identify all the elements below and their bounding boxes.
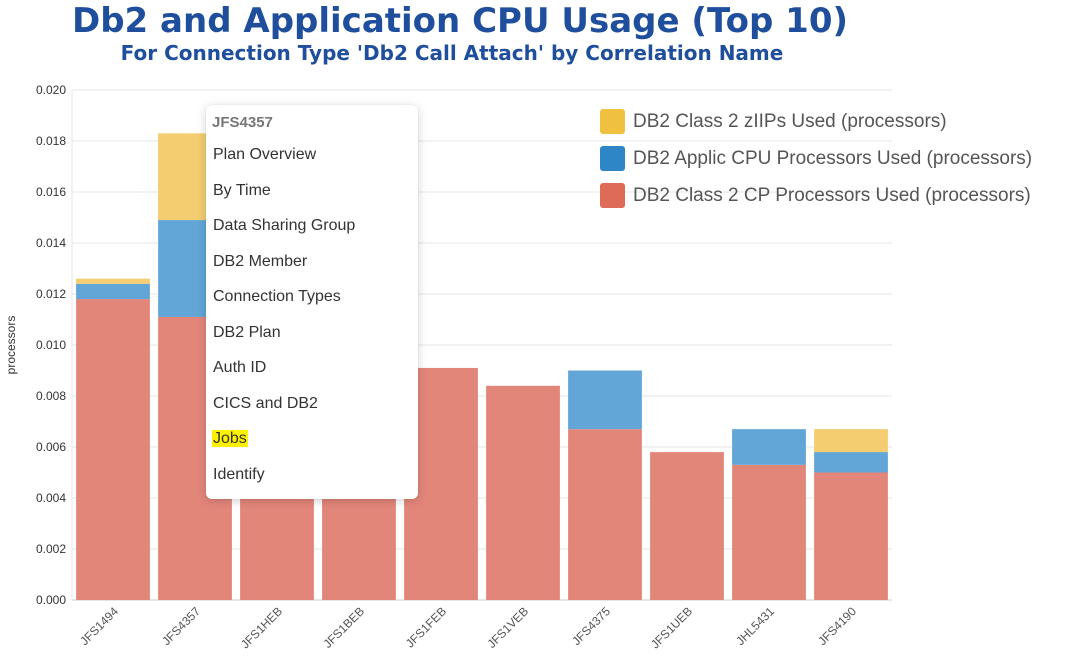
x-axis: JFS1494 JFS4357 JFS1HEB JFS1BEB JFS1FEB JFS1V… (77, 604, 859, 651)
y-axis: 0.000 0.002 0.004 0.006 0.008 0.010 0.012 0.014… (36, 83, 66, 607)
x-tick-label: JFS4357 (159, 604, 203, 648)
menu-item-plan-overview[interactable]: Plan Overview (206, 137, 418, 173)
bar-segment-jfs1494-s2[interactable] (76, 278, 150, 284)
chart-title: Db2 and Application CPU Usage (Top 10) (72, 1, 849, 41)
bar-segment-jfs4190-s0[interactable] (814, 472, 888, 601)
y-tick-label: 0.020 (36, 83, 66, 97)
y-tick-label: 0.000 (36, 593, 66, 607)
y-tick-label: 0.008 (36, 389, 66, 403)
y-axis-label: processors (4, 316, 18, 375)
menu-item-auth-id[interactable]: Auth ID (206, 350, 418, 386)
menu-item-db2-member[interactable]: DB2 Member (206, 244, 418, 280)
menu-item-db2-plan[interactable]: DB2 Plan (206, 315, 418, 351)
bar-segment-jhl5431-s1[interactable] (732, 429, 806, 465)
x-tick-label: JFS4190 (815, 604, 859, 648)
bar-segment-jfs4375-s0[interactable] (568, 429, 642, 600)
context-menu-items: Plan Overview By Time Data Sharing Group DB… (206, 137, 418, 492)
context-menu-title: JFS4357 (212, 114, 273, 131)
bar-segment-jhl5431-s0[interactable] (732, 464, 806, 600)
legend-item[interactable]: DB2 Class 2 zIIPs Used (processors) (600, 103, 1032, 140)
y-tick-label: 0.006 (36, 440, 66, 454)
context-menu: JFS4357 Plan Overview By Time Data Sharing… (206, 105, 418, 499)
menu-item-label: Jobs (212, 430, 248, 447)
bar-segment-jfs1heb-s0[interactable] (240, 498, 314, 600)
x-tick-label: JFS1FEB (403, 604, 449, 650)
legend-label: DB2 Class 2 CP Processors Used (processo… (633, 184, 1031, 206)
x-tick-label: JFS1HEB (238, 604, 285, 651)
x-tick-label: JFS1494 (77, 604, 121, 648)
legend-item[interactable]: DB2 Applic CPU Processors Used (processo… (600, 140, 1032, 177)
x-tick-label: JFS4375 (569, 604, 613, 648)
bar-segment-jfs1494-s0[interactable] (76, 299, 150, 600)
menu-item-label: Identify (213, 465, 265, 483)
menu-item-label: By Time (213, 181, 271, 199)
legend-swatch (600, 109, 625, 134)
menu-item-label: DB2 Plan (213, 323, 281, 341)
bar-segment-jfs1494-s1[interactable] (76, 283, 150, 300)
menu-item-label: DB2 Member (213, 252, 308, 270)
y-tick-label: 0.012 (36, 287, 66, 301)
x-tick-label: JHL5431 (733, 604, 777, 648)
bar-segment-jfs1veb-s0[interactable] (486, 385, 560, 600)
menu-item-identify[interactable]: Identify (206, 457, 418, 493)
bar-segment-jfs4190-s2[interactable] (814, 429, 888, 453)
menu-item-by-time[interactable]: By Time (206, 173, 418, 209)
legend-label: DB2 Applic CPU Processors Used (processo… (633, 147, 1033, 169)
menu-item-connection-types[interactable]: Connection Types (206, 279, 418, 315)
x-tick-label: JFS1UEB (648, 604, 695, 651)
legend-item[interactable]: DB2 Class 2 CP Processors Used (processo… (600, 177, 1032, 214)
y-tick-label: 0.010 (36, 338, 66, 352)
legend-swatch (600, 146, 625, 171)
bar-segment-jfs4375-s1[interactable] (568, 370, 642, 430)
y-tick-label: 0.002 (36, 542, 66, 556)
x-tick-label: JFS1VEB (484, 604, 531, 651)
menu-item-label: Plan Overview (213, 146, 317, 163)
y-tick-label: 0.014 (36, 236, 66, 250)
chart-subtitle: For Connection Type 'Db2 Call Attach' by… (120, 41, 784, 65)
chart-legend: DB2 Class 2 zIIPs Used (processors) DB2 A… (600, 103, 1032, 214)
menu-item-label: Data Sharing Group (213, 217, 356, 234)
y-tick-label: 0.016 (36, 185, 66, 199)
x-tick-label: JFS1BEB (320, 604, 367, 651)
menu-item-label: Connection Types (213, 288, 341, 305)
bar-segment-jfs1ueb-s0[interactable] (650, 452, 724, 600)
bars (76, 133, 888, 600)
bar-segment-jfs1beb-s0[interactable] (322, 498, 396, 600)
legend-label: DB2 Class 2 zIIPs Used (processors) (633, 110, 947, 132)
bar-segment-jfs4190-s1[interactable] (814, 452, 888, 473)
y-tick-label: 0.004 (36, 491, 66, 505)
menu-item-cics-and-db2[interactable]: CICS and DB2 (206, 386, 418, 422)
menu-item-label: Auth ID (213, 359, 267, 376)
y-tick-label: 0.018 (36, 134, 66, 148)
menu-item-label: CICS and DB2 (213, 394, 318, 412)
legend-swatch (600, 183, 625, 208)
menu-item-jobs[interactable]: Jobs (206, 421, 418, 457)
menu-item-data-sharing-group[interactable]: Data Sharing Group (206, 208, 418, 244)
